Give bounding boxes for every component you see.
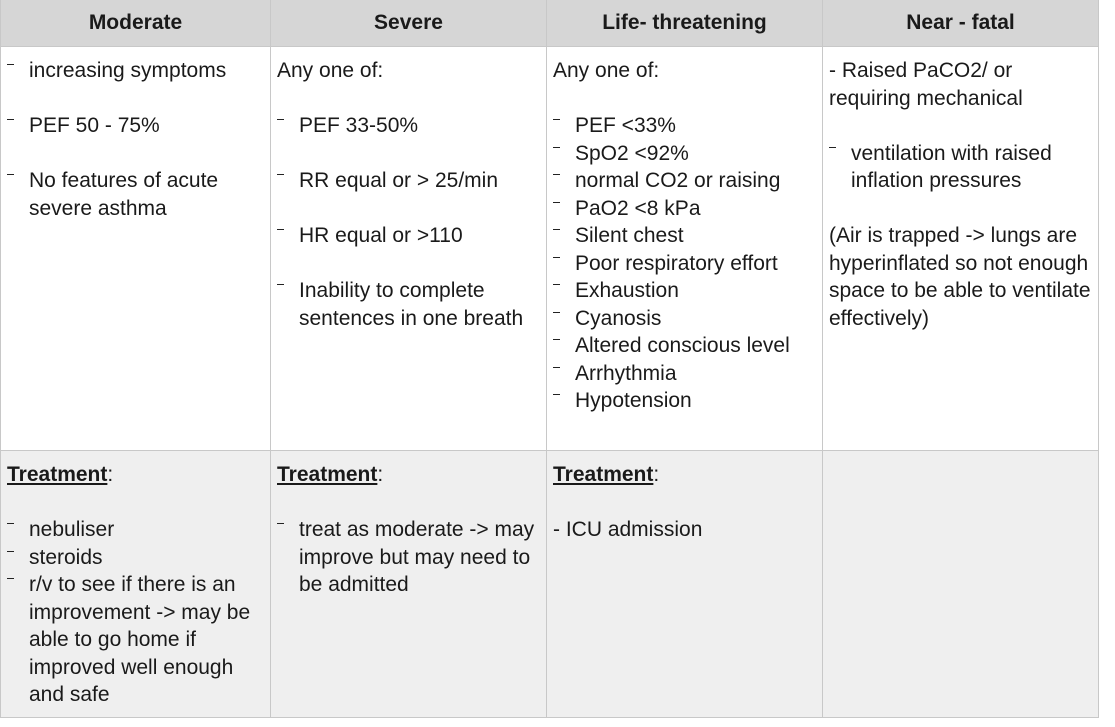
bullet-item: Exhaustion: [553, 277, 816, 305]
cell-block: treat as moderate -> may improve but may…: [277, 516, 540, 599]
bullet-item: Arrhythmia: [553, 360, 816, 388]
bullet-item: normal CO2 or raising: [553, 167, 816, 195]
cell-block: PEF 33-50%: [277, 112, 540, 140]
cell-block: Inability to complete sentences in one b…: [277, 277, 540, 332]
cell-heading: Treatment:: [553, 461, 816, 489]
table-cell: Any one of: PEF <33% SpO2 <92% normal CO2 o…: [546, 46, 823, 451]
bullet-item: ventilation with raised inflation pressu…: [829, 140, 1092, 195]
table-row: Treatment: nebuliser steroids r/v to see if…: [0, 450, 1099, 718]
table-cell: Treatment: nebuliser steroids r/v to see if…: [0, 450, 271, 718]
table-cell: increasing symptoms PEF 50 - 75% No featur…: [0, 46, 271, 451]
bullet-item: Poor respiratory effort: [553, 250, 816, 278]
cell-text: (Air is trapped -> lungs are hyperinflat…: [829, 224, 1091, 330]
bullet-item: PEF <33%: [553, 112, 816, 140]
cell-text: - ICU admission: [553, 518, 703, 541]
cell-block: (Air is trapped -> lungs are hyperinflat…: [829, 222, 1092, 332]
header-row: Moderate Severe Life- threatening Near - fa…: [0, 0, 1099, 47]
cell-heading: Treatment:: [277, 461, 540, 489]
column-header: Near - fatal: [822, 0, 1099, 47]
bullet-item: HR equal or >110: [277, 222, 540, 250]
heading-punct: :: [653, 463, 660, 486]
heading-label: Treatment: [553, 463, 654, 486]
bullet-item: Hypotension: [553, 387, 816, 415]
bullet-item: Altered conscious level: [553, 332, 816, 360]
bullet-item: RR equal or > 25/min: [277, 167, 540, 195]
bullet-item: Silent chest: [553, 222, 816, 250]
cell-block: increasing symptoms: [7, 57, 264, 85]
cell-text: - Raised PaCO2/ or requiring mechanical: [829, 59, 1023, 110]
bullet-item: Inability to complete sentences in one b…: [277, 277, 540, 332]
heading-label: Treatment: [7, 463, 108, 486]
column-header: Life- threatening: [546, 0, 823, 47]
cell-block: RR equal or > 25/min: [277, 167, 540, 195]
cell-block: ventilation with raised inflation pressu…: [829, 140, 1092, 195]
heading-punct: :: [107, 463, 114, 486]
cell-heading: Treatment:: [7, 461, 264, 489]
asthma-severity-table: Moderate Severe Life- threatening Near - fa…: [0, 0, 1099, 718]
cell-block: No features of acute severe asthma: [7, 167, 264, 222]
table-row: increasing symptoms PEF 50 - 75% No featur…: [0, 46, 1099, 451]
bullet-item: PEF 50 - 75%: [7, 112, 264, 140]
bullet-item: increasing symptoms: [7, 57, 264, 85]
cell-text: Any one of:: [553, 59, 660, 82]
bullet-item: steroids: [7, 544, 264, 572]
bullet-item: SpO2 <92%: [553, 140, 816, 168]
column-header: Moderate: [0, 0, 271, 47]
table-cell: Any one of: PEF 33-50% RR equal or > 25/mi…: [270, 46, 547, 451]
cell-block: - Raised PaCO2/ or requiring mechanical: [829, 57, 1092, 112]
cell-text: Any one of:: [277, 59, 384, 82]
cell-block: nebuliser steroids r/v to see if there is …: [7, 516, 264, 709]
heading-punct: :: [377, 463, 384, 486]
bullet-item: PEF 33-50%: [277, 112, 540, 140]
cell-block: - ICU admission: [553, 516, 816, 544]
bullet-item: r/v to see if there is an improvement ->…: [7, 571, 264, 709]
table-cell: - Raised PaCO2/ or requiring mechanical v…: [822, 46, 1099, 451]
bullet-item: No features of acute severe asthma: [7, 167, 264, 222]
table-body: increasing symptoms PEF 50 - 75% No featur…: [0, 46, 1099, 718]
table-cell: [822, 450, 1099, 718]
bullet-item: treat as moderate -> may improve but may…: [277, 516, 540, 599]
heading-label: Treatment: [277, 463, 378, 486]
cell-block: Any one of:: [553, 57, 816, 85]
table-cell: Treatment: treat as moderate -> may impro…: [270, 450, 547, 718]
bullet-item: PaO2 <8 kPa: [553, 195, 816, 223]
cell-block: Any one of:: [277, 57, 540, 85]
bullet-item: nebuliser: [7, 516, 264, 544]
cell-block: HR equal or >110: [277, 222, 540, 250]
cell-block: PEF <33% SpO2 <92% normal CO2 or raising Pa…: [553, 112, 816, 415]
cell-block: PEF 50 - 75%: [7, 112, 264, 140]
table-cell: Treatment: - ICU admission: [546, 450, 823, 718]
bullet-item: Cyanosis: [553, 305, 816, 333]
column-header: Severe: [270, 0, 547, 47]
